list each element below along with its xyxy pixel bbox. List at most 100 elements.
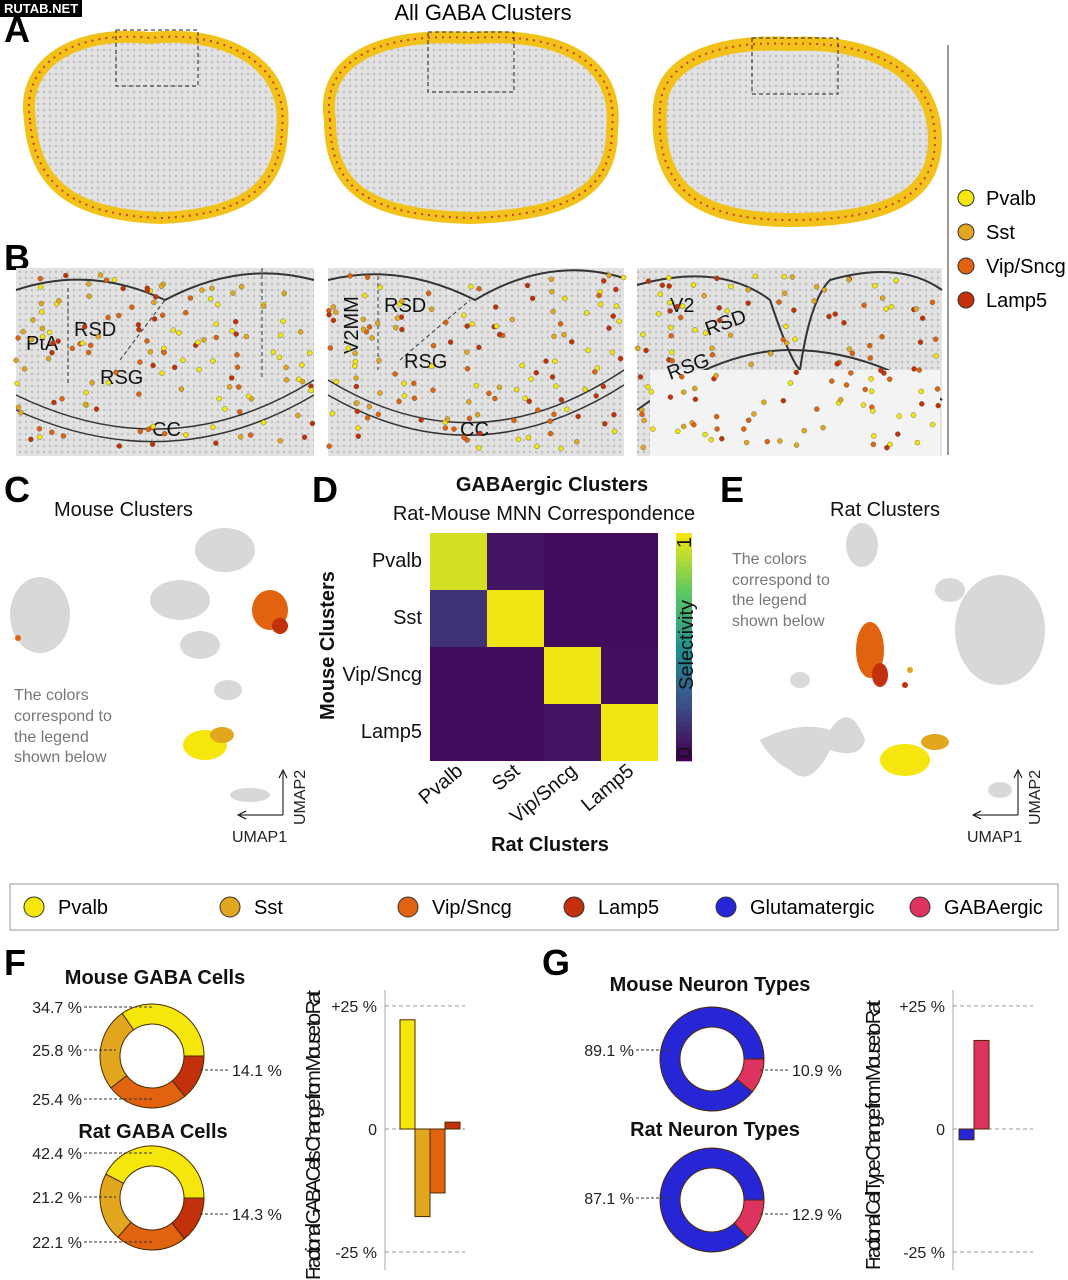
inset-box [751,37,839,95]
cell-dot [643,347,649,354]
cell-dot [37,434,43,440]
cell-dot [199,287,205,293]
cell-dot [347,273,353,279]
cell-dot [914,439,921,446]
svg-text:the legend: the legend [14,729,89,746]
bar [399,1019,416,1130]
legend-label: GABAergic [944,897,1043,919]
cell-dot [784,340,790,346]
cell-dot [476,286,482,292]
cell-dot [260,419,267,426]
cell-dot [834,361,840,367]
cell-dot [764,438,770,445]
cell-dot [150,423,156,430]
cell-dot [552,358,558,364]
svg-text:RSD: RSD [74,319,116,341]
legend-label: Lamp5 [598,897,659,919]
cell-dot [466,415,473,422]
cell-dot [180,357,186,363]
pie-title: Rat Neuron Types [630,1119,800,1141]
colorbar-segment [676,572,692,579]
svg-text:UMAP2: UMAP2 [292,770,309,825]
legend-swatch [563,896,585,918]
cell-dot [492,395,498,402]
cell-dot [95,334,101,340]
cell-dot [401,380,407,387]
cell-dot [667,394,674,400]
cell-dot [569,339,575,345]
cell-dot [281,290,287,297]
cell-dot [929,421,936,428]
legend-swatch [219,896,241,918]
cell-dot [801,427,807,434]
legend-swatch [957,291,975,309]
cell-dot [562,295,568,302]
pie-label: 10.9 % [792,1063,842,1080]
cell-dot [79,340,86,346]
cell-dot [120,285,126,292]
cell-dot [486,390,492,397]
colorbar-segment [676,635,692,642]
cell-dot [361,292,368,299]
pie-label: 22.1 % [32,1235,82,1252]
pie-slice [99,1012,135,1089]
colorbar-min: 0 [674,747,696,758]
bar [429,1128,446,1194]
cell-dot [547,418,553,424]
cell-dot [85,281,92,287]
cell-dot [911,366,917,372]
legend-label: Vip/Sncg [986,256,1066,278]
cell-dot [161,430,168,437]
cell-dot [752,273,759,279]
cell-dot [492,304,499,310]
cell-dot [329,410,336,417]
cell-dot [113,369,119,376]
cell-dot [201,337,207,343]
cell-dot [606,325,612,331]
cell-dot [691,422,697,428]
cell-dot [330,304,337,310]
brain-section-1 [22,29,289,225]
cell-dot [558,445,564,452]
panel-label-e: E [720,469,744,510]
cell-dot [789,274,796,280]
svg-text:RSG: RSG [100,367,143,389]
legend-label: Lamp5 [986,290,1047,312]
cell-dot [159,370,165,376]
cell-dot [868,388,875,394]
cell-dot [150,362,156,369]
colorbar-segment [676,601,692,608]
cell-dot [213,440,219,446]
cell-dot [511,417,517,424]
heatmap-row-label: Pvalb [372,550,422,572]
pie-label: 14.3 % [232,1207,282,1224]
cell-dot [105,380,112,386]
cell-dot [558,397,565,403]
cell-dot [716,305,722,311]
colorbar-segment [676,738,692,745]
cell-dot [917,339,924,345]
cell-dot [919,401,925,407]
cell-dot [601,278,607,284]
svg-text:PtA: PtA [26,333,59,355]
colorbar-segment [676,561,692,568]
cell-dot [870,408,876,414]
cell-dot [602,421,608,427]
cell-dot [474,412,481,418]
cell-dot [238,283,245,290]
cell-dot [207,296,214,302]
cell-dot [611,412,617,418]
cell-dot [15,335,21,341]
cell-dot [13,357,19,363]
colorbar-segment [676,721,692,728]
pie-slice [105,1145,205,1199]
pie-title: Mouse Neuron Types [610,974,811,996]
cell-dot [592,369,598,375]
cell-dot [129,304,135,310]
cell-dot [230,290,236,296]
cell-dot [838,397,844,403]
cell-dot [89,379,95,386]
cell-dot [283,364,289,371]
cell-dot [872,283,878,289]
legend-swatch [909,896,931,918]
